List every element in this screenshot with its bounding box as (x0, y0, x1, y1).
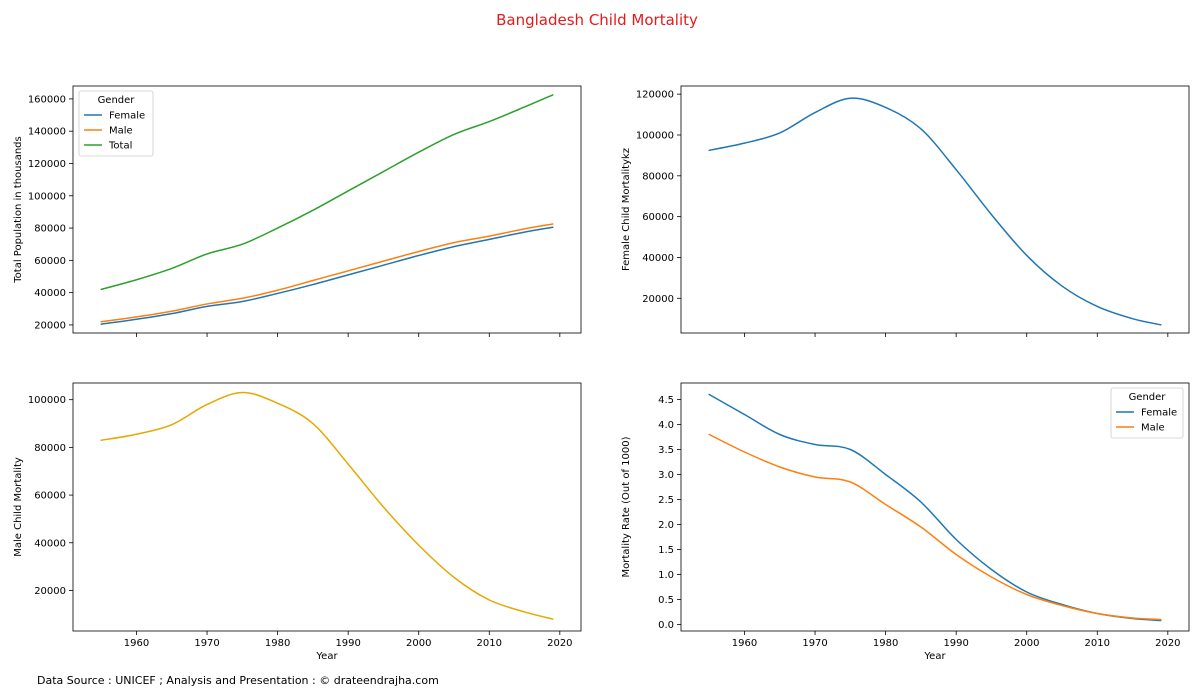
y-axis-label: Total Population in thousands (13, 136, 24, 284)
y-tick-label: 120000 (636, 90, 674, 101)
x-tick-label: 2000 (406, 638, 431, 649)
y-axis-label: Female Child Mortalitykz (621, 148, 632, 271)
y-tick-label: 160000 (28, 94, 66, 105)
axes-frame (72, 382, 582, 632)
series-line-male (708, 433, 1162, 621)
y-tick-label: 2.5 (658, 495, 674, 506)
series-line-series-0 (708, 97, 1162, 326)
series-line-total (100, 94, 554, 291)
series-line-female (708, 393, 1162, 622)
chart-panel-bottom-left: 1960 1970 1980 1990 2000 2010 2020 20000 40000 60… (13, 382, 582, 662)
y-tick-label: 1.5 (658, 545, 674, 556)
legend-box (1110, 387, 1184, 439)
y-tick-label: 3.5 (658, 445, 674, 456)
y-tick-label: 20000 (34, 320, 66, 331)
x-tick-label: 1970 (802, 638, 827, 649)
y-tick-label: 40000 (34, 538, 66, 549)
y-tick-label: 4.5 (658, 395, 674, 406)
y-tick-label: 80000 (34, 443, 66, 454)
y-tick-label: 80000 (34, 224, 66, 235)
y-tick-label: 2.0 (658, 520, 674, 531)
x-tick-label: 2020 (547, 638, 572, 649)
y-tick-label: 40000 (34, 288, 66, 299)
x-tick-label: 2010 (1085, 638, 1110, 649)
y-tick-label: 20000 (34, 586, 66, 597)
y-tick-label: 0.5 (658, 595, 674, 606)
legend: Gender Female Male (1110, 387, 1184, 439)
legend-title: Gender (98, 95, 136, 106)
series-line-male (100, 223, 554, 323)
legend-label: Female (109, 111, 145, 122)
y-axis-label: Male Child Mortality (13, 457, 24, 557)
x-tick-label: 2010 (477, 638, 502, 649)
x-tick-label: 1970 (194, 638, 219, 649)
legend-label: Female (1141, 408, 1177, 419)
axes-frame (680, 382, 1190, 632)
legend: Gender Female Male Total (78, 90, 154, 157)
y-tick-label: 140000 (28, 127, 66, 138)
legend-label: Total (108, 141, 132, 152)
x-tick-label: 1960 (732, 638, 757, 649)
series-line-female (100, 226, 554, 325)
y-tick-label: 80000 (642, 171, 674, 182)
chart-panel-top-right: 20000 40000 60000 80000 100000 120000 Female C… (621, 85, 1190, 337)
series-line-series-0 (100, 391, 554, 620)
data-source-footer: Data Source : UNICEF ; Analysis and Pres… (37, 674, 439, 687)
axes-frame (72, 85, 582, 334)
x-tick-label: 1960 (124, 638, 149, 649)
y-tick-label: 60000 (34, 256, 66, 267)
y-tick-label: 3.0 (658, 470, 674, 481)
y-tick-label: 20000 (642, 294, 674, 305)
x-tick-label: 2020 (1155, 638, 1180, 649)
y-tick-label: 60000 (34, 491, 66, 502)
legend-box (78, 90, 154, 157)
x-tick-label: 1980 (873, 638, 898, 649)
x-tick-label: 1980 (265, 638, 290, 649)
y-tick-label: 0.0 (658, 620, 674, 631)
chart-panel-bottom-right: 1960 1970 1980 1990 2000 2010 2020 0.0 0.5 1.0 1.5… (621, 382, 1190, 662)
y-tick-label: 1.0 (658, 570, 674, 581)
y-tick-label: 4.0 (658, 420, 674, 431)
axes-frame (680, 85, 1190, 334)
x-tick-label: 1990 (335, 638, 360, 649)
y-tick-label: 100000 (636, 130, 674, 141)
chart-panel-top-left: 20000 40000 60000 80000 100000 120000 140000 16… (13, 85, 582, 337)
y-tick-label: 120000 (28, 159, 66, 170)
x-tick-label: 1990 (943, 638, 968, 649)
legend-title: Gender (1129, 392, 1167, 403)
figure-title: Bangladesh Child Mortality (496, 11, 698, 29)
y-tick-label: 100000 (28, 191, 66, 202)
x-axis-label: Year (923, 651, 946, 662)
y-tick-label: 60000 (642, 212, 674, 223)
x-tick-label: 2000 (1014, 638, 1039, 649)
legend-label: Male (109, 126, 133, 137)
x-axis-label: Year (315, 651, 338, 662)
y-axis-label: Mortality Rate (Out of 1000) (621, 436, 632, 577)
y-tick-label: 100000 (28, 395, 66, 406)
y-tick-label: 40000 (642, 253, 674, 264)
legend-label: Male (1141, 423, 1165, 434)
